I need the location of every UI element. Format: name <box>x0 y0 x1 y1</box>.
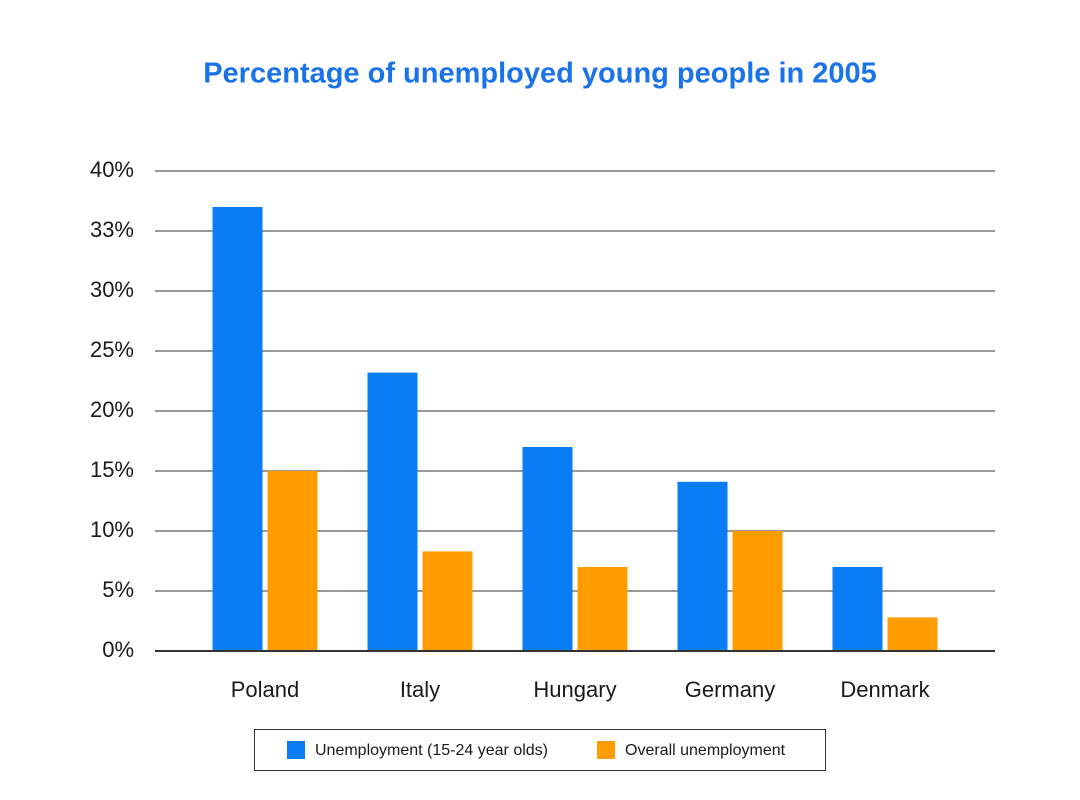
y-tick-label: 10% <box>90 517 134 542</box>
bar <box>367 372 418 651</box>
y-tick-label: 30% <box>90 277 134 302</box>
bar <box>677 481 728 651</box>
legend-label: Overall unemployment <box>625 742 786 759</box>
chart-title: Percentage of unemployed young people in… <box>203 58 877 90</box>
bar <box>577 567 628 651</box>
x-tick-label: Hungary <box>533 677 616 702</box>
bar <box>887 617 938 651</box>
bar <box>832 567 883 651</box>
x-tick-label: Poland <box>231 677 300 702</box>
y-tick-label: 5% <box>102 577 134 602</box>
legend-swatch <box>287 741 305 759</box>
y-tick-label: 0% <box>102 637 134 662</box>
legend-box <box>254 729 826 771</box>
x-tick-label: Denmark <box>840 677 930 702</box>
bar <box>522 447 573 651</box>
bar <box>212 207 263 651</box>
bar <box>267 471 318 651</box>
x-tick-label: Italy <box>400 677 440 702</box>
bar <box>422 551 473 651</box>
legend-label: Unemployment (15-24 year olds) <box>315 742 548 759</box>
y-tick-label: 20% <box>90 397 134 422</box>
x-tick-label: Germany <box>685 677 775 702</box>
y-tick-label: 33% <box>90 217 134 242</box>
y-tick-label: 25% <box>90 337 134 362</box>
bar <box>732 531 783 651</box>
y-tick-label: 15% <box>90 457 134 482</box>
y-tick-label: 40% <box>90 157 134 182</box>
legend-swatch <box>597 741 615 759</box>
